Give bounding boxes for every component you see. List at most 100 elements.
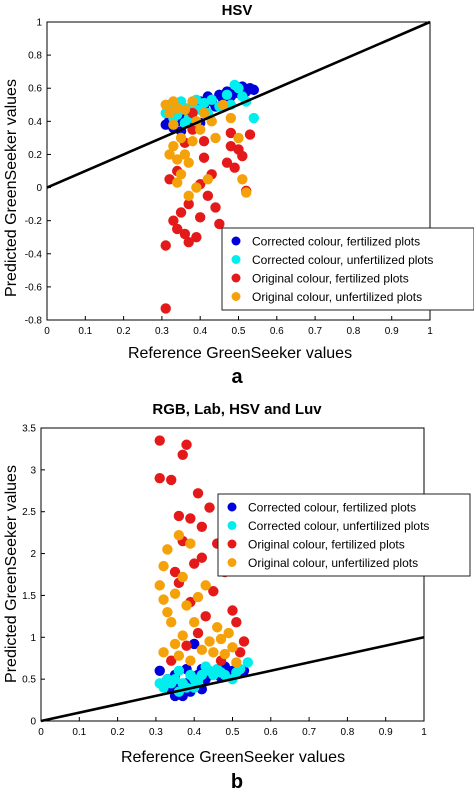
legend-b: Corrected colour, fertilized plots Correc… xyxy=(217,493,471,577)
data-point-b-s3-9 xyxy=(192,488,204,499)
data-point-a-s4-24 xyxy=(225,112,237,124)
data-point-b-s4-5 xyxy=(162,544,173,555)
data-point-a-s4-22 xyxy=(210,132,221,144)
data-point-b-s4-3 xyxy=(162,606,173,618)
data-point-b-s3-5 xyxy=(177,449,188,460)
x-tick-label-a-8: 0.8 xyxy=(346,326,360,337)
data-point-b-s3-18 xyxy=(200,611,211,622)
data-point-a-s3-24 xyxy=(229,162,240,173)
data-point-b-s3-7 xyxy=(185,513,196,524)
legend-marker-b-4 xyxy=(227,558,237,567)
data-point-b-s2-6 xyxy=(173,665,185,676)
y-tick-label-b-7: 3.5 xyxy=(22,424,36,435)
y-tick-label-a-9: 1 xyxy=(36,18,42,29)
scatter-points-b xyxy=(154,435,254,702)
data-point-b-s3-11 xyxy=(204,502,215,513)
data-point-b-s2-22 xyxy=(242,657,254,668)
one-to-one-line-a xyxy=(46,20,431,189)
y-tick-label-b-6: 3 xyxy=(30,465,36,476)
x-tick-label-b-9: 0.9 xyxy=(379,727,393,738)
data-point-b-s4-7 xyxy=(166,617,177,628)
data-point-a-s4-25 xyxy=(233,132,244,144)
data-point-b-s4-10 xyxy=(177,571,188,583)
x-tick-label-a-1: 0.1 xyxy=(78,326,92,337)
data-point-b-s3-6 xyxy=(181,439,192,450)
data-point-a-s4-4 xyxy=(168,119,179,130)
data-point-a-s4-11 xyxy=(179,104,191,115)
legend-label-a-1: Corrected colour, fertilized plots xyxy=(252,235,420,249)
data-point-a-s3-8 xyxy=(179,228,191,240)
legend-box-a xyxy=(221,227,474,311)
data-point-b-s2-5 xyxy=(169,673,181,685)
data-point-a-s4-29 xyxy=(168,96,179,107)
y-tick-label-b-1: 0.5 xyxy=(22,675,36,686)
data-point-a-s4-14 xyxy=(187,136,198,147)
data-point-a-s4-20 xyxy=(202,174,214,185)
y-tick-label-a-3: -0.2 xyxy=(25,216,43,227)
legend-a: Corrected colour, fertilized plots Correc… xyxy=(221,227,474,311)
data-point-b-s4-25 xyxy=(231,657,242,668)
y-tick-label-a-8: 0.8 xyxy=(28,51,42,62)
chart-title-a: HSV xyxy=(222,2,253,19)
legend-marker-b-3 xyxy=(227,539,237,549)
data-point-b-s3-28 xyxy=(166,655,177,666)
y-tick-label-b-4: 2 xyxy=(30,549,36,560)
data-point-b-s4-22 xyxy=(219,648,231,660)
data-point-a-s4-23 xyxy=(217,99,229,110)
data-point-a-s4-26 xyxy=(237,174,248,185)
data-point-b-s4-12 xyxy=(181,600,192,611)
data-point-b-s4-15 xyxy=(192,591,204,603)
x-tick-label-b-0: 0 xyxy=(38,727,44,738)
legend-box-b xyxy=(217,493,471,577)
data-point-a-s4-5 xyxy=(168,140,179,152)
x-tick-label-a-0: 0 xyxy=(44,326,50,337)
data-point-a-s3-11 xyxy=(183,198,194,210)
legend-label-b-1: Corrected colour, fertilized plots xyxy=(248,501,416,515)
data-point-b-s4-18 xyxy=(204,636,215,647)
data-point-a-s3-29 xyxy=(225,127,237,139)
data-point-a-s4-8 xyxy=(175,132,187,144)
scatter-points-a xyxy=(160,79,260,314)
data-point-a-s3-21 xyxy=(214,218,225,230)
data-point-b-s1-1 xyxy=(154,665,165,676)
y-tick-label-a-6: 0.4 xyxy=(28,117,42,128)
y-ticks-b: 0 0.5 1 1.5 2 2.5 3 3.5 xyxy=(22,424,45,728)
data-point-b-s4-24 xyxy=(227,642,238,653)
data-point-b-s4-17 xyxy=(200,580,211,591)
data-point-a-s4-12 xyxy=(183,157,194,168)
data-point-b-s3-21 xyxy=(234,647,246,658)
data-point-a-s2-18 xyxy=(233,83,244,94)
data-point-b-s4-1 xyxy=(154,580,165,591)
x-tick-label-a-9: 0.9 xyxy=(385,326,399,337)
data-point-b-s4-28 xyxy=(185,655,196,666)
data-point-b-s2-12 xyxy=(196,669,208,681)
y-axis-label-a: Predicted GreenSeeker values xyxy=(3,79,20,297)
x-tick-label-a-4: 0.4 xyxy=(193,326,207,337)
one-to-one-line-b xyxy=(40,636,425,723)
x-tick-label-a-3: 0.3 xyxy=(155,326,169,337)
x-tick-label-b-1: 0.1 xyxy=(72,727,86,738)
data-point-a-s3-15 xyxy=(195,212,206,223)
x-axis-label-b: Reference GreenSeeker values xyxy=(121,749,345,766)
chart-panel-a: 0 0.1 0.2 0.3 0.4 0.5 0.6 0.7 0.8 0.9 1 -0.8-0.6-0… xyxy=(3,2,474,388)
data-point-b-s4-14 xyxy=(189,617,200,628)
y-tick-label-a-7: 0.6 xyxy=(28,84,42,95)
x-tick-label-b-4: 0.4 xyxy=(187,727,201,738)
legend-label-a-3: Original colour, fertilized plots xyxy=(252,272,409,286)
data-point-b-s3-1 xyxy=(154,435,165,446)
x-tick-label-b-5: 0.5 xyxy=(226,727,240,738)
panel-label-a: a xyxy=(231,366,243,388)
data-point-a-s3-26 xyxy=(237,150,248,162)
data-point-b-s4-21 xyxy=(215,633,227,645)
data-point-a-s3-1 xyxy=(160,303,171,314)
panel-label-b: b xyxy=(231,771,243,793)
data-point-b-s3-3 xyxy=(166,474,177,486)
data-point-b-s3-26 xyxy=(169,566,181,578)
data-point-a-s2-15 xyxy=(221,89,233,101)
x-tick-label-a-2: 0.2 xyxy=(117,326,131,337)
data-point-a-s4-9 xyxy=(175,169,187,180)
data-point-b-s2-18 xyxy=(219,669,231,681)
y-tick-label-b-3: 1.5 xyxy=(22,591,36,602)
legend-marker-a-2 xyxy=(231,255,241,264)
